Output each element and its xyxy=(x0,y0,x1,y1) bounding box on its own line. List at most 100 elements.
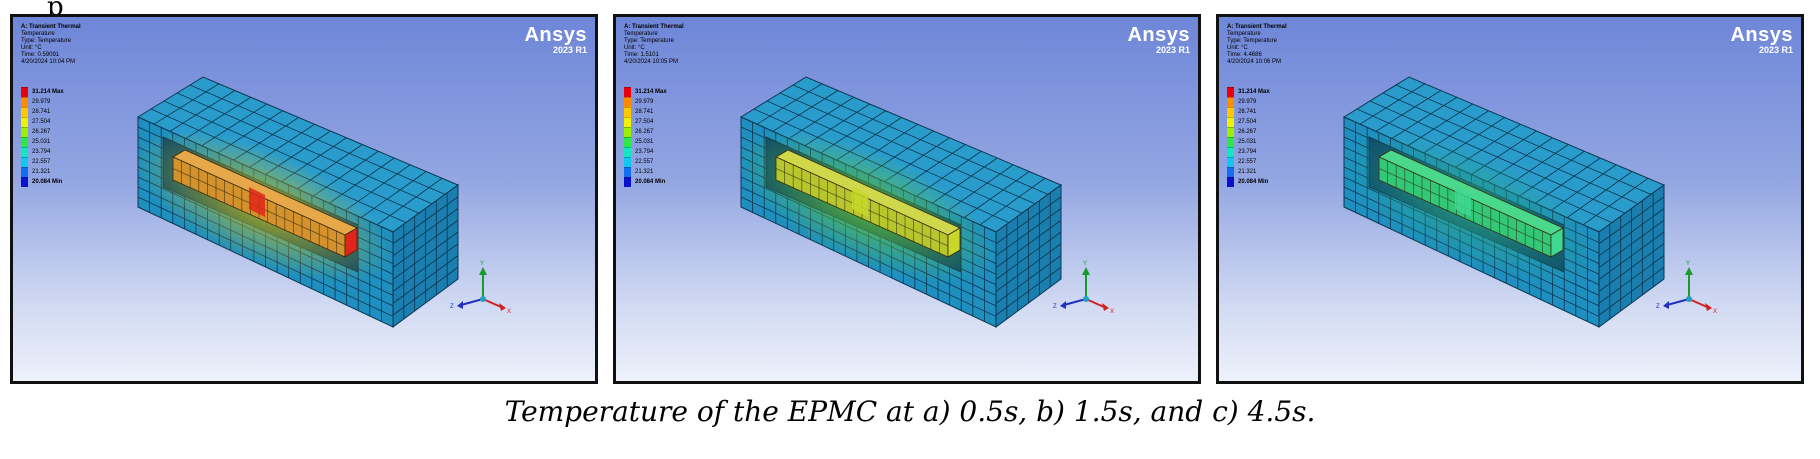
color-legend: 31.214 Max 29.979 28.741 27.504 26.267 25.031… xyxy=(624,87,667,187)
legend-label: 29.979 xyxy=(635,99,654,105)
legend-row: 28.741 xyxy=(1227,107,1270,117)
legend-swatch xyxy=(624,127,631,137)
result-info: A: Transient Thermal Temperature Type: T… xyxy=(21,24,81,66)
color-legend: 31.214 Max 29.979 28.741 27.504 26.267 25.031… xyxy=(1227,87,1270,187)
mesh-model-view: Y Z X xyxy=(1339,76,1717,328)
legend-label: 28.741 xyxy=(1238,109,1257,115)
legend-row: 21.321 xyxy=(624,167,667,177)
legend-label: 26.267 xyxy=(32,129,51,135)
legend-label: 25.031 xyxy=(1238,139,1257,145)
ansys-logo: Ansys 2023 R1 xyxy=(524,25,587,56)
result-name: Temperature xyxy=(624,31,658,37)
legend-swatch xyxy=(21,87,28,97)
result-info: A: Transient Thermal Temperature Type: T… xyxy=(624,24,684,66)
legend-swatch xyxy=(624,107,631,117)
legend-swatch xyxy=(1227,177,1234,187)
legend-label: 23.794 xyxy=(1238,149,1257,155)
heated-core xyxy=(1378,149,1564,258)
legend-row: 26.267 xyxy=(21,127,64,137)
legend-label: 27.504 xyxy=(1238,119,1257,125)
legend-row: 25.031 xyxy=(624,137,667,147)
ansys-logo: Ansys 2023 R1 xyxy=(1730,25,1793,56)
legend-label: 28.741 xyxy=(635,109,654,115)
axis-triad: Y Z X xyxy=(1656,261,1717,315)
legend-label: 26.267 xyxy=(635,129,654,135)
legend-swatch xyxy=(21,167,28,177)
legend-label: 23.794 xyxy=(32,149,51,155)
legend-label: 29.979 xyxy=(32,99,51,105)
legend-row: 22.557 xyxy=(624,157,667,167)
logo-text: Ansys xyxy=(1730,24,1793,46)
logo-text: Ansys xyxy=(1127,24,1190,46)
legend-swatch xyxy=(1227,157,1234,167)
analysis-title: A: Transient Thermal xyxy=(1227,24,1287,30)
legend-label: 27.504 xyxy=(635,119,654,125)
legend-label: 22.557 xyxy=(32,159,51,165)
legend-label: 26.267 xyxy=(1238,129,1257,135)
legend-swatch xyxy=(21,157,28,167)
legend-label: 22.557 xyxy=(635,159,654,165)
axis-y-label: Y xyxy=(480,261,484,267)
legend-swatch xyxy=(1227,97,1234,107)
legend-label: 21.321 xyxy=(32,169,51,175)
legend-row: 21.321 xyxy=(21,167,64,177)
legend-row: 29.979 xyxy=(624,97,667,107)
legend-swatch xyxy=(21,97,28,107)
result-time: Time: 0.59091 xyxy=(21,52,60,58)
analysis-title: A: Transient Thermal xyxy=(21,24,81,30)
legend-row: 25.031 xyxy=(1227,137,1270,147)
legend-label: 25.031 xyxy=(32,139,51,145)
legend-row: 23.794 xyxy=(624,147,667,157)
result-unit: Unit: °C xyxy=(1227,45,1248,51)
legend-swatch xyxy=(624,117,631,127)
result-type: Type: Temperature xyxy=(624,38,674,44)
legend-label: 20.084 Min xyxy=(635,179,666,185)
legend-row: 31.214 Max xyxy=(624,87,667,97)
logo-text: Ansys xyxy=(524,24,587,46)
legend-swatch xyxy=(21,127,28,137)
legend-row: 29.979 xyxy=(21,97,64,107)
result-unit: Unit: °C xyxy=(21,45,42,51)
axis-y-label: Y xyxy=(1083,261,1087,267)
heated-core xyxy=(775,149,961,258)
legend-label: 31.214 Max xyxy=(635,89,667,95)
legend-label: 29.979 xyxy=(1238,99,1257,105)
legend-label: 20.084 Min xyxy=(32,179,63,185)
heated-core xyxy=(172,149,358,258)
result-type: Type: Temperature xyxy=(1227,38,1277,44)
legend-label: 31.214 Max xyxy=(32,89,64,95)
legend-label: 21.321 xyxy=(1238,169,1257,175)
legend-row: 28.741 xyxy=(21,107,64,117)
legend-row: 27.504 xyxy=(624,117,667,127)
version-text: 2023 R1 xyxy=(552,45,587,55)
version-text: 2023 R1 xyxy=(1155,45,1190,55)
ansys-logo: Ansys 2023 R1 xyxy=(1127,25,1190,56)
legend-swatch xyxy=(1227,117,1234,127)
mesh-body xyxy=(736,76,1063,328)
legend-row: 29.979 xyxy=(1227,97,1270,107)
mesh-model-view: Y Z X xyxy=(736,76,1114,328)
axis-z-label: Z xyxy=(1053,304,1057,310)
legend-label: 28.741 xyxy=(32,109,51,115)
legend-row: 27.504 xyxy=(21,117,64,127)
result-unit: Unit: °C xyxy=(624,45,645,51)
figure-caption: Temperature of the EPMC at a) 0.5s, b) 1… xyxy=(504,395,1316,428)
axis-triad: Y Z X xyxy=(1053,261,1114,315)
axis-x-label: X xyxy=(1713,309,1717,315)
legend-swatch xyxy=(1227,147,1234,157)
legend-row: 27.504 xyxy=(1227,117,1270,127)
legend-swatch xyxy=(1227,87,1234,97)
simulation-panel-a: Y Z X A: Transient Thermal Temperature Typ… xyxy=(10,14,598,384)
legend-label: 20.084 Min xyxy=(1238,179,1269,185)
result-time: Time: 1.5101 xyxy=(624,52,659,58)
analysis-title: A: Transient Thermal xyxy=(624,24,684,30)
result-type: Type: Temperature xyxy=(21,38,71,44)
legend-swatch xyxy=(624,157,631,167)
result-date: 4/20/2024 10:04 PM xyxy=(21,59,76,65)
legend-swatch xyxy=(624,137,631,147)
legend-swatch xyxy=(624,177,631,187)
legend-row: 25.031 xyxy=(21,137,64,147)
axis-triad: Y Z X xyxy=(450,261,511,315)
legend-swatch xyxy=(1227,137,1234,147)
legend-swatch xyxy=(21,117,28,127)
